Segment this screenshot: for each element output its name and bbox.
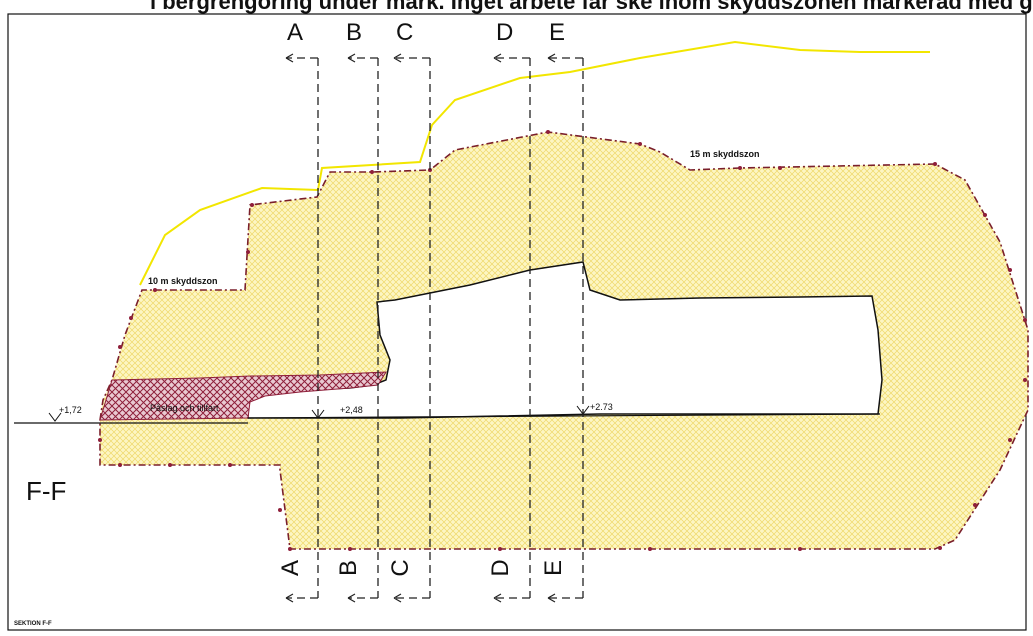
section-marker-d-bottom: D [487,559,514,576]
tunnel-floor-line [247,413,881,419]
svg-text:+2.73: +2.73 [590,402,613,412]
section-cut-a [285,53,319,603]
svg-text:+1,72: +1,72 [59,405,82,415]
terrain-line [139,40,930,286]
access-area-label: Påslag och tillfart [150,403,219,413]
section-marker-b-bottom: B [335,560,362,576]
svg-text:+2,48: +2,48 [340,405,363,415]
section-marker-a-bottom: A [277,560,304,576]
zone-15m-label: 15 m skyddszon [690,149,760,159]
level-marker-middle: +2,48 [311,405,363,419]
zone-boundary-points [98,130,1027,551]
section-cut-d [493,53,531,603]
section-marker-d-top: D [496,19,513,46]
footer-label: SEKTION F-F [14,621,52,627]
section-marker-e-top: E [549,19,565,46]
section-marker-e-bottom: E [540,560,567,576]
section-cut-c [393,53,431,603]
page-title: l bergrengöring under mark. Inget arbete… [150,0,1033,14]
section-title: F-F [26,476,66,506]
section-marker-b-top: B [346,19,362,46]
section-marker-a-top: A [287,19,303,46]
section-marker-c-bottom: C [387,559,414,576]
section-marker-c-top: C [396,19,413,46]
zone-10m-label: 10 m skyddszon [148,276,218,286]
section-cut-b [347,53,379,603]
section-cut-e [547,53,584,603]
level-marker-left: +1,72 [48,405,82,422]
